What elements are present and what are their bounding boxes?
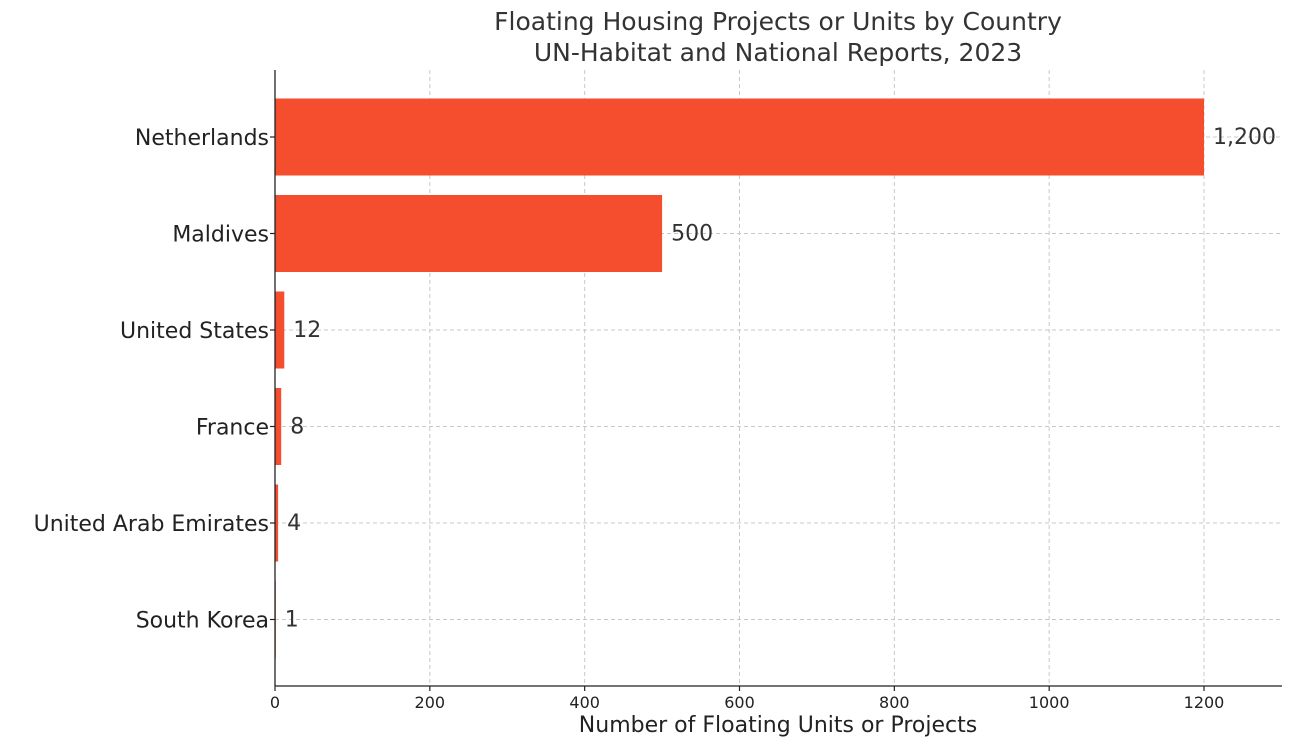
x-tick-label: 1200 — [1184, 693, 1225, 712]
bar — [275, 484, 279, 562]
axes — [274, 70, 1282, 687]
category-label: Netherlands — [135, 126, 269, 151]
chart-title: Floating Housing Projects or Units by Co… — [494, 7, 1062, 36]
category-label: South Korea — [136, 609, 269, 634]
x-ticks: 0 200 400 600 800 1000 1200 — [270, 686, 1224, 712]
x-tick-label: 800 — [879, 693, 910, 712]
chart-subtitle: UN-Habitat and National Reports, 2023 — [534, 38, 1022, 67]
category-label: United Arab Emirates — [34, 512, 269, 537]
value-label: 4 — [287, 511, 301, 536]
category-label: France — [196, 416, 269, 441]
x-axis-title: Number of Floating Units or Projects — [579, 713, 977, 738]
bars — [275, 98, 1204, 658]
value-label: 1 — [285, 608, 299, 633]
value-label: 12 — [293, 318, 321, 343]
value-labels: 1,200 500 12 8 4 1 — [285, 125, 1276, 633]
x-tick-label: 0 — [270, 693, 280, 712]
category-label: United States — [120, 319, 269, 344]
category-label: Maldives — [172, 223, 269, 248]
value-label: 8 — [290, 415, 304, 440]
x-tick-label: 1000 — [1029, 693, 1070, 712]
value-label: 1,200 — [1213, 125, 1276, 150]
gridlines — [275, 70, 1282, 686]
bar — [275, 98, 1204, 176]
x-tick-label: 600 — [724, 693, 755, 712]
category-labels: Netherlands Maldives United States France Un… — [34, 126, 275, 634]
value-label: 500 — [671, 222, 713, 247]
x-tick-label: 200 — [415, 693, 446, 712]
bar — [275, 388, 282, 465]
bar — [275, 195, 663, 272]
bar — [275, 291, 285, 369]
x-tick-label: 400 — [569, 693, 600, 712]
